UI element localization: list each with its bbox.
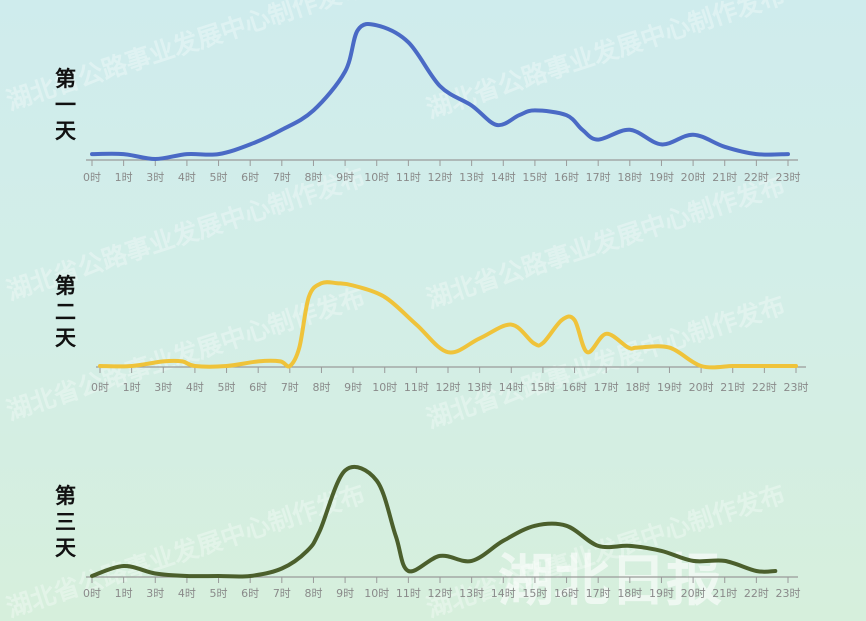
- x-tick-label: 8时: [304, 587, 322, 600]
- x-tick-label: 20时: [681, 587, 706, 600]
- x-tick-label: 5时: [210, 171, 228, 184]
- x-tick-label: 8时: [304, 171, 322, 184]
- x-tick-label: 6时: [241, 171, 259, 184]
- x-tick-label: 0时: [83, 171, 101, 184]
- x-tick-label: 18时: [625, 381, 650, 394]
- day-label-char: 二: [55, 300, 76, 324]
- chart-day-3: 第三天 0时 1时 3时 4时 5时 6时 7时 8时 9时 10时 11时 12时 13时 14时 15时 1…: [55, 465, 801, 600]
- day-label-char: 一: [55, 93, 76, 117]
- day-label-char: 天: [55, 536, 77, 560]
- x-tick-label: 23时: [784, 381, 809, 394]
- x-tick-label: 5时: [218, 381, 236, 394]
- x-tick-label: 20时: [681, 171, 706, 184]
- x-tick-label: 12时: [436, 381, 461, 394]
- x-tick-label: 13时: [459, 171, 484, 184]
- x-tick-label: 6时: [241, 587, 259, 600]
- x-tick-label: 10时: [364, 171, 389, 184]
- x-tick-label: 17时: [586, 587, 611, 600]
- series-line: [90, 465, 778, 579]
- x-tick-label: 15时: [522, 171, 547, 184]
- x-tick-label: 10时: [372, 381, 397, 394]
- x-tick-label: 19时: [649, 587, 674, 600]
- x-tick-label: 4时: [178, 587, 196, 600]
- x-tick-label: 15时: [530, 381, 555, 394]
- watermark-layer: 湖北省公路事业发展中心制作发布 湖北省公路事业发展中心制作发布湖北省公路事业发展中…: [3, 0, 789, 621]
- x-tick-label: 9时: [344, 381, 362, 394]
- x-tick-label: 8时: [312, 381, 330, 394]
- day-label-char: 三: [55, 510, 76, 534]
- x-tick-label: 19时: [649, 171, 674, 184]
- x-tick-label: 21时: [712, 171, 737, 184]
- x-tick-label: 1时: [123, 381, 141, 394]
- x-tick-label: 22时: [752, 381, 777, 394]
- x-tick-label: 13时: [467, 381, 492, 394]
- day-label-char: 第: [55, 484, 76, 508]
- x-tick-label: 7时: [273, 171, 291, 184]
- day-label-char: 第: [55, 67, 76, 91]
- day-label-char: 天: [55, 326, 77, 350]
- x-tick-label: 3时: [154, 381, 172, 394]
- x-tick-label: 11时: [396, 171, 421, 184]
- x-tick-label: 3时: [146, 171, 164, 184]
- x-tick-label: 3时: [146, 587, 164, 600]
- x-tick-label: 4时: [186, 381, 204, 394]
- x-tick-label: 11时: [404, 381, 429, 394]
- chart-day-2: 第二天 0时 1时 3时 4时 5时 6时 7时 8时 9时 10时 11时 12时 13时 14时 15时 1…: [55, 274, 809, 394]
- x-tick-label: 23时: [776, 587, 801, 600]
- x-tick-label: 17时: [586, 171, 611, 184]
- x-tick-label: 14时: [491, 587, 516, 600]
- x-tick-label: 14时: [499, 381, 524, 394]
- x-tick-label: 15时: [522, 587, 547, 600]
- x-tick-label: 1时: [115, 587, 133, 600]
- chart-day-1: 第一天 0时 1时 3时 4时 5时 6时 7时 8时 9时 10时 11时 12时 13时 14时 15时 1…: [55, 21, 801, 184]
- series-line: [98, 280, 798, 370]
- day-label-char: 天: [55, 119, 77, 143]
- x-tick-label: 21时: [720, 381, 745, 394]
- x-tick-label: 0时: [83, 587, 101, 600]
- x-tick-label: 16时: [562, 381, 587, 394]
- x-tick-label: 7时: [281, 381, 299, 394]
- watermark-text: 湖北省公路事业发展中心制作发布: [423, 0, 789, 124]
- x-tick-label: 23时: [776, 171, 801, 184]
- x-tick-label: 12时: [428, 171, 453, 184]
- x-tick-label: 18时: [617, 587, 642, 600]
- x-tick-label: 16时: [554, 171, 579, 184]
- x-tick-label: 16时: [554, 587, 579, 600]
- day-label-char: 第: [55, 274, 76, 298]
- x-tick-label: 17时: [594, 381, 619, 394]
- watermark-text: 湖北省公路事业发展中心制作发布: [423, 170, 789, 313]
- x-tick-label: 11时: [396, 587, 421, 600]
- x-tick-label: 0时: [91, 381, 109, 394]
- x-tick-label: 4时: [178, 171, 196, 184]
- x-tick-label: 18时: [617, 171, 642, 184]
- x-tick-label: 13时: [459, 587, 484, 600]
- x-tick-label: 5时: [210, 587, 228, 600]
- x-tick-label: 10时: [364, 587, 389, 600]
- x-tick-label: 7时: [273, 587, 291, 600]
- x-tick-label: 22时: [744, 171, 769, 184]
- series-line: [90, 21, 790, 161]
- x-tick-label: 14时: [491, 171, 516, 184]
- x-tick-label: 21时: [712, 587, 737, 600]
- x-tick-label: 20时: [689, 381, 714, 394]
- x-tick-label: 9时: [336, 171, 354, 184]
- watermark-text: 湖北省公路事业发展中心制作发布: [423, 290, 789, 433]
- x-tick-label: 12时: [428, 587, 453, 600]
- x-tick-label: 9时: [336, 587, 354, 600]
- x-tick-label: 19时: [657, 381, 682, 394]
- x-tick-label: 6时: [249, 381, 267, 394]
- x-tick-label: 1时: [115, 171, 133, 184]
- x-tick-label: 22时: [744, 587, 769, 600]
